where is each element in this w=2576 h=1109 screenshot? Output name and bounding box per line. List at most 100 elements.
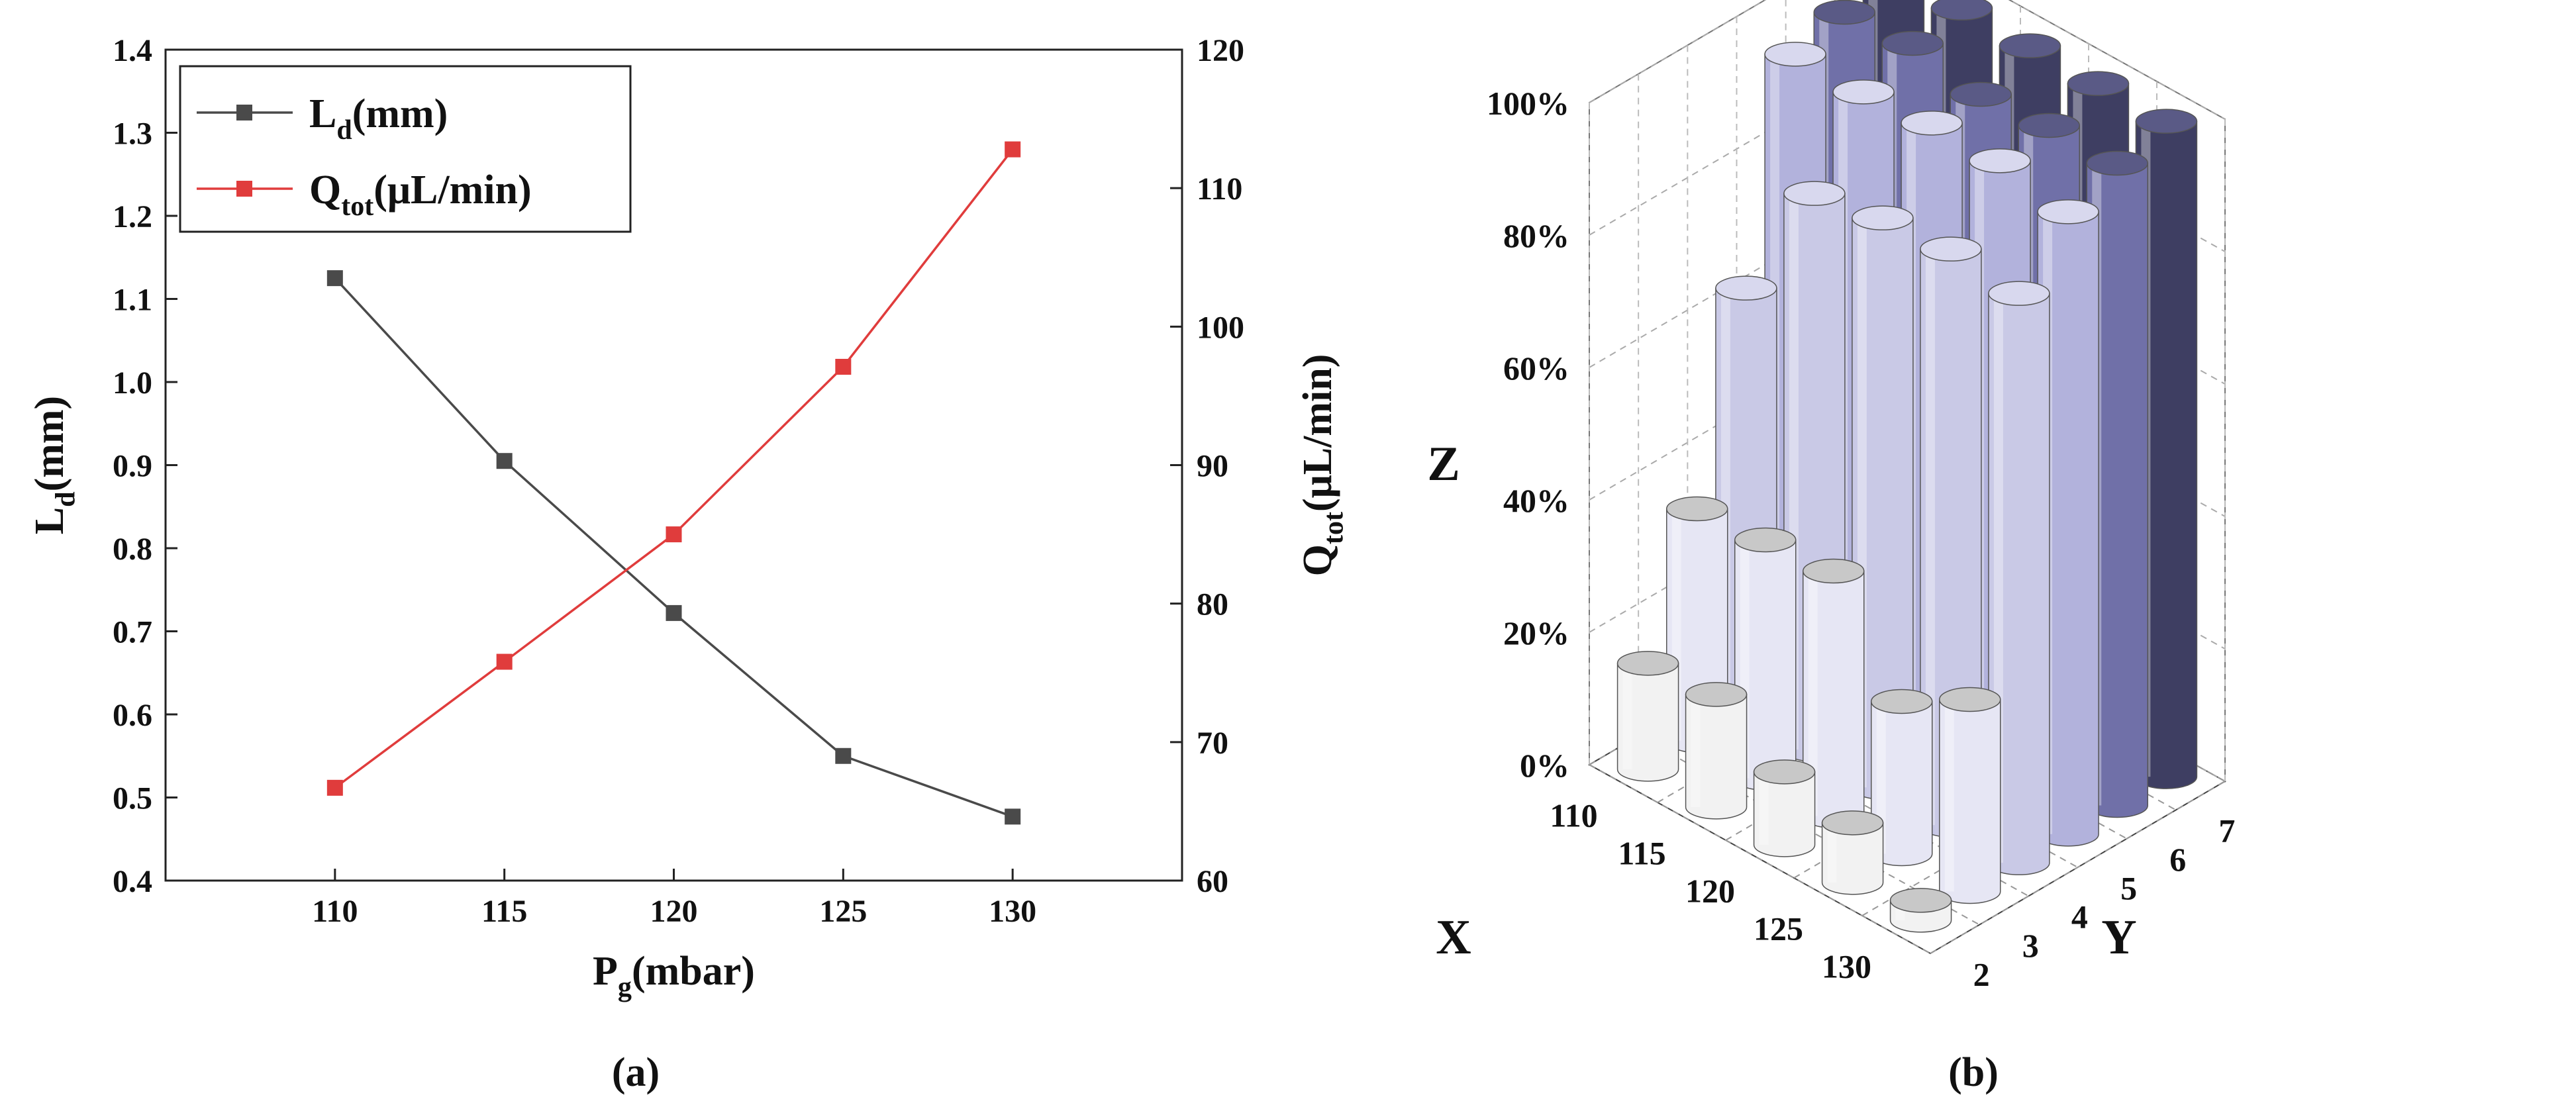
bar-top — [1803, 558, 1865, 584]
floor-gridline-x — [1930, 781, 2226, 954]
y-axis-tick-label: 4 — [2071, 898, 2088, 936]
bar-top — [2086, 150, 2148, 176]
bar-top — [1939, 687, 2001, 712]
bar-top — [1920, 236, 1982, 262]
bar-body — [1685, 694, 1748, 820]
left-axis-tick-label: 1.0 — [113, 365, 152, 401]
right-axis-title: Qtot(μL/min) — [1295, 354, 1349, 577]
bar-highlight — [1876, 701, 1886, 854]
z-axis-tick-label: 40% — [1503, 482, 1569, 519]
bar-top — [1715, 275, 1777, 301]
z-axis-tick-label: 20% — [1503, 614, 1569, 651]
right-axis-tick-label: 70 — [1197, 726, 1228, 761]
bar-cylinder — [1939, 687, 2001, 904]
left-axis-tick-label: 1.2 — [113, 199, 152, 234]
right-axis-tick-label: 110 — [1197, 171, 1242, 207]
bar-top — [1753, 759, 1816, 785]
left-axis-tick-label: 0.6 — [113, 698, 152, 733]
right-axis-tick-label: 80 — [1197, 587, 1228, 622]
panel-label-a: (a) — [612, 1050, 660, 1095]
bar-highlight — [1925, 249, 1935, 826]
bar-top — [1988, 281, 2050, 306]
bar-top — [1616, 651, 1679, 676]
x-axis-tick-label: 125 — [819, 894, 867, 929]
line-chart-panel-a: 0.4 0.5 0.6 0.7 0.8 0.9 1.0 1.1 1.2 1.3 1.4 60 70 80 9… — [27, 33, 1349, 1095]
bar-top — [1734, 527, 1797, 553]
series-2-point — [835, 358, 852, 375]
bar-top — [2135, 109, 2198, 134]
bar-highlight — [1808, 571, 1818, 816]
panel-label-b: (b) — [1948, 1050, 1999, 1095]
right-axis-tick-label: 60 — [1197, 864, 1228, 899]
series-1-point — [496, 453, 513, 469]
bar-top — [1764, 42, 1826, 67]
legend-label-1: Ld(mm) — [309, 91, 448, 146]
x-axis-tick-label: 115 — [1618, 835, 1665, 872]
right-axis-tick-label: 120 — [1197, 33, 1244, 68]
left-axis-tick-label: 0.7 — [113, 615, 152, 650]
bar-top — [2037, 199, 2099, 224]
bar-top — [1889, 888, 1952, 913]
z-axis-tick-label: 60% — [1503, 350, 1569, 387]
bar-top — [1685, 682, 1748, 707]
bar-top — [1832, 79, 1895, 105]
z-axis-tick-label: 80% — [1503, 217, 1569, 254]
legend-marker-1 — [236, 105, 252, 121]
z-axis-tick-label: 0% — [1520, 747, 1569, 784]
bar-cylinder — [1871, 689, 1933, 867]
bar-body — [1616, 663, 1679, 782]
left-axis-tick-label: 0.8 — [113, 532, 152, 567]
right-axis-tick-label: 90 — [1197, 449, 1228, 484]
bar-cylinder — [1803, 558, 1865, 829]
z-axis-tick-label: 100% — [1487, 85, 1569, 122]
bar-body — [1821, 822, 1884, 895]
series-1-point — [326, 270, 343, 287]
right-axis-tick-label: 100 — [1197, 310, 1244, 345]
bar-top — [1950, 81, 2012, 107]
series-line-1 — [334, 277, 1013, 818]
series-2-point — [666, 526, 682, 543]
bar-top — [1999, 33, 2061, 58]
series-2-point — [496, 653, 513, 670]
legend-box — [179, 65, 632, 233]
bar-highlight — [1944, 699, 1954, 892]
series-1-point — [835, 747, 852, 764]
left-axis-title: Ld(mm) — [27, 396, 81, 534]
series-1-point — [1005, 808, 1021, 825]
legend-label-2: Qtot(μL/min) — [309, 168, 532, 222]
bar-top — [1871, 689, 1933, 714]
left-axis-tick-label: 1.1 — [113, 283, 152, 318]
legend-marker-2 — [236, 181, 252, 197]
bar-highlight — [1691, 694, 1701, 807]
bar-top — [2018, 113, 2080, 138]
y-axis-tick-label: 6 — [2169, 841, 2186, 878]
x-axis-tick-label: 120 — [650, 894, 698, 929]
bar-cylinder — [1616, 651, 1679, 782]
left-axis-tick-label: 0.4 — [113, 864, 152, 899]
x-axis-tick-label: 130 — [1822, 948, 1871, 985]
x-axis-title: Pg(mbar) — [593, 949, 755, 1002]
series-2-point — [1005, 141, 1021, 158]
bar-top — [2067, 71, 2130, 96]
bar-cylinder — [1821, 810, 1884, 895]
bar-top — [1969, 148, 2031, 173]
bar-top — [1821, 810, 1884, 836]
x-axis-tick-label: 110 — [1550, 797, 1597, 834]
bar-top — [1783, 181, 1846, 206]
x-axis-tick-label: 115 — [481, 894, 527, 929]
series-2-point — [326, 779, 343, 796]
bar-highlight — [1827, 822, 1837, 883]
y-axis-tick-label: 3 — [2022, 927, 2039, 964]
series-line-2 — [334, 148, 1014, 789]
bar-top — [1881, 30, 1944, 56]
z-gridline — [1589, 0, 2226, 120]
y-axis-title: Y — [2101, 910, 2136, 965]
bar-top — [1813, 0, 1875, 25]
left-axis-tick-label: 1.3 — [113, 117, 152, 152]
y-axis-tick-label: 5 — [2120, 869, 2137, 906]
x-axis-title: X — [1436, 910, 1471, 965]
bar-top — [1666, 496, 1728, 522]
y-axis-tick-label: 2 — [1973, 955, 1990, 992]
bar-top — [1930, 0, 1993, 21]
